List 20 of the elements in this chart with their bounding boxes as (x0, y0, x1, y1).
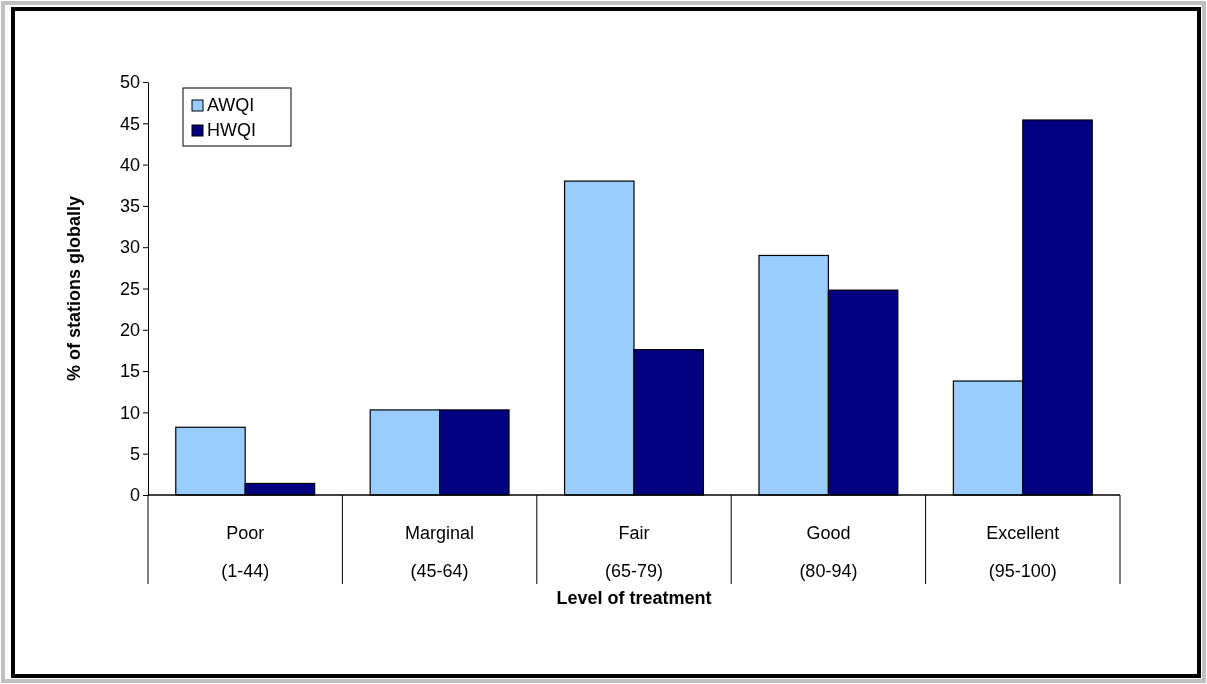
x-tick-label: Marginal (45-64) (405, 523, 475, 581)
y-tick-label: 40 (119, 154, 140, 175)
x-tick-label: Excellent (95-100) (986, 523, 1060, 581)
y-tick-label: 50 (119, 72, 140, 93)
y-tick-label: 25 (119, 278, 140, 299)
y-tick-label: 45 (119, 113, 140, 134)
x-tick-label: Poor (1-44) (221, 523, 270, 581)
y-tick-label: 30 (119, 237, 140, 258)
y-tick-label: 20 (119, 320, 140, 341)
x-axis-title: Level of treatment (556, 588, 712, 608)
legend-label: HWQI (207, 120, 256, 140)
x-tick-label: Fair (65-79) (604, 523, 664, 581)
y-tick-label: 35 (119, 196, 140, 217)
y-tick-label: 5 (129, 443, 140, 464)
x-tick-label: Good (80-94) (799, 523, 858, 581)
y-tick-label: 0 (129, 485, 140, 506)
y-tick-label: 15 (119, 361, 140, 382)
y-tick-label: 10 (119, 402, 140, 423)
legend-label: AWQI (207, 95, 255, 115)
y-axis-title: % of stations globally (64, 195, 84, 382)
